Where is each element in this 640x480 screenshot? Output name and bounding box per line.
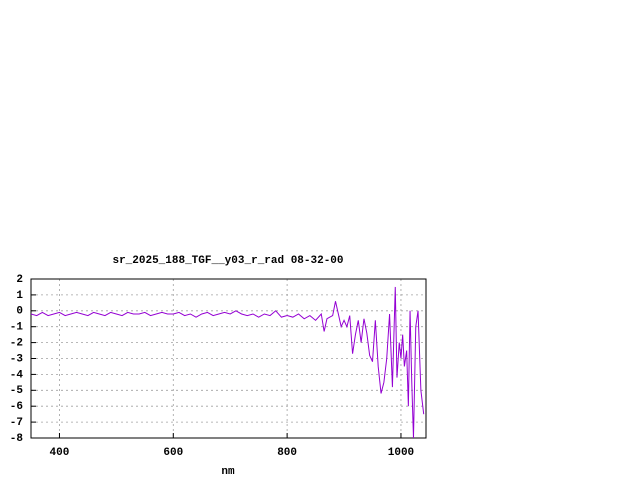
- x-tick-label: 600: [163, 447, 183, 459]
- y-tick-label: -3: [10, 353, 24, 365]
- x-tick-label: 1000: [388, 447, 414, 459]
- y-tick-label: -8: [10, 433, 24, 445]
- data-line: [30, 286, 425, 439]
- y-tick-label: -5: [10, 385, 24, 397]
- plot-frame: [30, 278, 427, 439]
- chart-title: sr_2025_188_TGF__y03_r_rad 08-32-00: [112, 255, 343, 267]
- y-tick-label: -4: [10, 369, 24, 381]
- y-tick-label: -2: [10, 338, 23, 350]
- y-tick-label: 1: [16, 290, 23, 302]
- y-tick-label: 2: [16, 274, 23, 286]
- x-tick-label: 800: [277, 447, 297, 459]
- y-tick-label: 0: [16, 306, 23, 318]
- y-tick-label: -7: [10, 417, 23, 429]
- x-tick-label: 400: [50, 447, 70, 459]
- x-axis-label: nm: [221, 466, 235, 478]
- y-tick-label: -6: [10, 401, 23, 413]
- y-tick-label: -1: [10, 322, 24, 334]
